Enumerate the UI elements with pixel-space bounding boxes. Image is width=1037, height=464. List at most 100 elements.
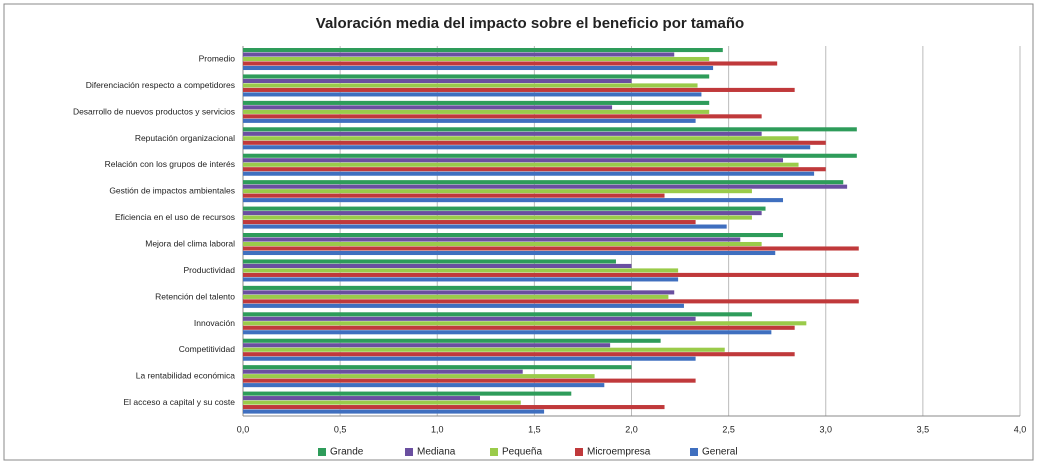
- bar: [243, 396, 480, 401]
- bar: [243, 189, 752, 194]
- bar: [243, 369, 523, 374]
- x-tick-label: 2,0: [625, 424, 638, 434]
- bar: [243, 241, 762, 247]
- y-tick-label: Desarrollo de nuevos productos y servici…: [73, 106, 235, 116]
- legend-swatch: [690, 448, 698, 456]
- bar: [243, 391, 572, 396]
- bar: [243, 109, 710, 114]
- bar: [243, 352, 795, 357]
- x-tick-label: 3,5: [917, 424, 930, 434]
- legend-label: Pequeña: [502, 447, 542, 458]
- y-tick-label: Innovación: [194, 318, 235, 328]
- bar: [243, 193, 665, 198]
- bar: [243, 343, 611, 348]
- bar: [243, 378, 696, 383]
- x-tick-label: 1,5: [528, 424, 541, 434]
- bar: [243, 206, 766, 211]
- bar: [243, 277, 679, 282]
- bar: [243, 259, 616, 264]
- legend-label: Grande: [330, 447, 364, 458]
- x-tick-label: 3,0: [819, 424, 832, 434]
- bar: [243, 356, 696, 361]
- bar: [243, 61, 778, 66]
- bar: [243, 321, 807, 326]
- bar: [243, 100, 710, 105]
- bar: [243, 405, 665, 410]
- y-tick-label: Promedio: [199, 53, 236, 63]
- bar: [243, 237, 741, 242]
- y-tick-label: El acceso a capital y su coste: [123, 397, 235, 407]
- bar: [243, 118, 696, 123]
- bar: [243, 220, 696, 225]
- bar: [243, 374, 595, 379]
- legend-swatch: [490, 448, 498, 456]
- bar: [243, 52, 675, 57]
- bar: [243, 184, 848, 189]
- x-tick-label: 0,0: [237, 424, 250, 434]
- bar: [243, 299, 859, 304]
- legend-label: General: [702, 447, 738, 458]
- bar: [243, 158, 784, 163]
- bar: [243, 153, 857, 158]
- bar: [243, 272, 859, 277]
- bar: [243, 83, 698, 88]
- bar: [243, 268, 679, 273]
- bar: [243, 400, 521, 405]
- bar: [243, 78, 632, 83]
- bar: [243, 167, 826, 172]
- bar: [243, 131, 762, 136]
- bar: [243, 114, 762, 119]
- y-tick-label: Reputación organizacional: [135, 133, 235, 143]
- bar: [243, 246, 859, 251]
- bar: [243, 92, 702, 97]
- y-tick-label: Competitividad: [179, 344, 235, 354]
- legend-swatch: [575, 448, 583, 456]
- x-tick-label: 4,0: [1014, 424, 1027, 434]
- y-tick-label: Relación con los grupos de interés: [105, 159, 235, 169]
- bar: [243, 87, 795, 92]
- y-tick-label: Diferenciación respecto a competidores: [86, 80, 235, 90]
- bar: [243, 162, 799, 167]
- bar: [243, 180, 844, 185]
- bar: [243, 171, 815, 176]
- bar: [243, 105, 613, 110]
- bar: [243, 330, 772, 335]
- bar: [243, 233, 784, 238]
- bar: [243, 285, 632, 290]
- x-tick-label: 0,5: [334, 424, 347, 434]
- chart-title: Valoración media del impacto sobre el be…: [316, 15, 744, 32]
- bar: [243, 263, 632, 268]
- legend-swatch: [405, 448, 413, 456]
- bar: [243, 127, 857, 132]
- y-tick-label: La rentabilidad económica: [136, 371, 236, 381]
- y-tick-label: Productividad: [183, 265, 235, 275]
- bar: [243, 365, 632, 370]
- x-tick-label: 1,0: [431, 424, 444, 434]
- bar: [243, 140, 826, 145]
- legend-label: Microempresa: [587, 447, 651, 458]
- y-tick-label: Mejora del clima laboral: [145, 238, 235, 248]
- bar: [243, 250, 776, 256]
- bar: [243, 325, 795, 330]
- legend-label: Mediana: [417, 447, 456, 458]
- bar: [243, 211, 762, 216]
- bar: [243, 136, 799, 141]
- bar: [243, 409, 545, 414]
- x-tick-label: 2,5: [722, 424, 735, 434]
- bar: [243, 338, 661, 343]
- y-tick-label: Retención del talento: [155, 291, 235, 301]
- bar: [243, 56, 710, 62]
- bar: [243, 316, 696, 321]
- bar: [243, 383, 605, 388]
- bar: [243, 65, 714, 71]
- legend-swatch: [318, 448, 326, 456]
- y-tick-label: Eficiencia en el uso de recursos: [115, 212, 235, 222]
- bar: [243, 312, 752, 317]
- bar: [243, 294, 669, 299]
- bar: [243, 198, 784, 203]
- bar: [243, 145, 811, 150]
- bar: [243, 303, 684, 308]
- bar: [243, 74, 710, 79]
- bar: [243, 290, 675, 295]
